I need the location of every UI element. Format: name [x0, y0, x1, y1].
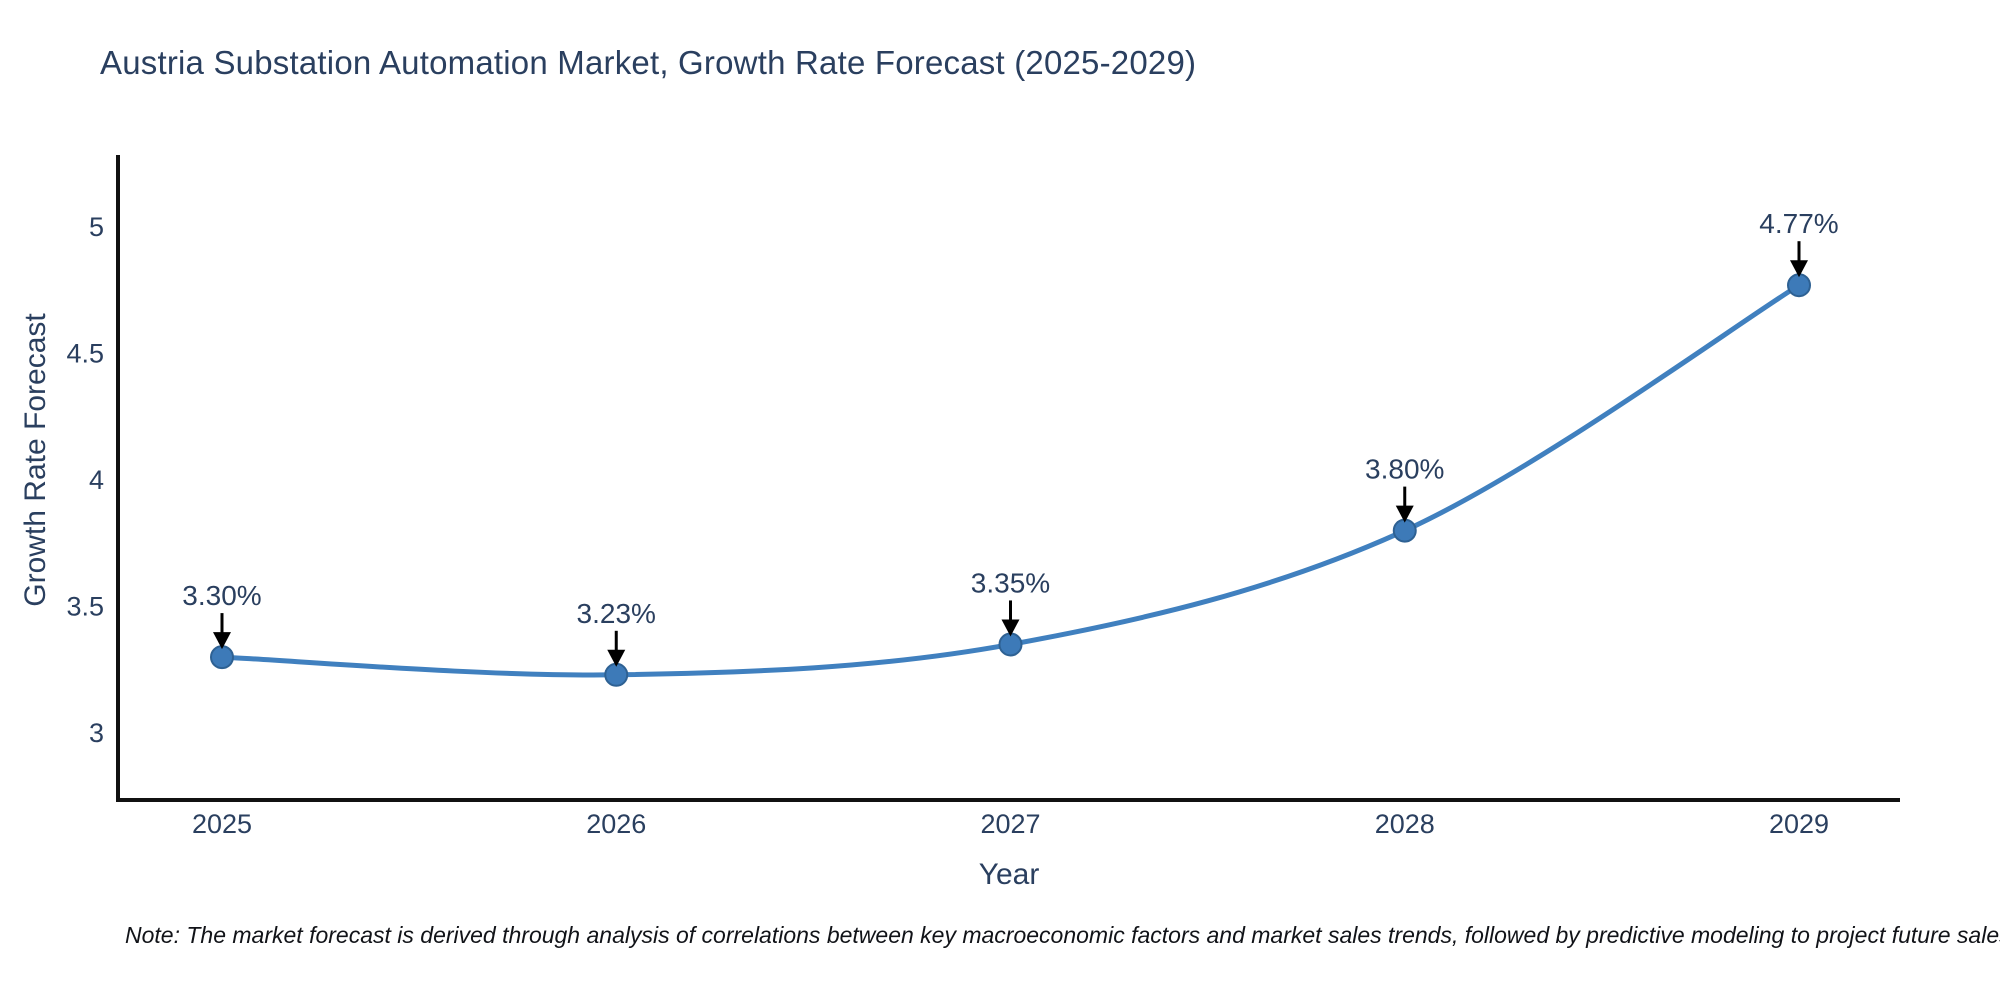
x-tick-label: 2025	[192, 809, 252, 839]
annotation-arrow-head	[1790, 260, 1808, 278]
footnote: Note: The market forecast is derived thr…	[125, 922, 2000, 948]
point-value-label: 4.77%	[1759, 208, 1838, 239]
data-point-marker	[604, 662, 629, 687]
point-value-label: 3.35%	[971, 567, 1050, 598]
y-axis-title: Growth Rate Forecast	[19, 313, 52, 607]
data-point-marker	[998, 632, 1023, 657]
chart-title: Austria Substation Automation Market, Gr…	[100, 44, 1197, 81]
point-value-label: 3.30%	[182, 580, 261, 611]
point-value-label: 3.23%	[577, 598, 656, 629]
x-tick-label: 2027	[980, 809, 1040, 839]
annotation-arrow-head	[1001, 619, 1020, 637]
y-tick-label: 4	[89, 465, 104, 495]
data-point-marker	[1392, 518, 1417, 543]
y-tick-label: 3	[89, 718, 104, 748]
x-axis-title: Year	[978, 858, 1040, 891]
y-tick-label: 4.5	[66, 339, 104, 369]
y-tick-label: 5	[89, 212, 104, 242]
x-tick-label: 2028	[1375, 809, 1435, 839]
annotation-arrow-head	[213, 632, 231, 650]
y-tick-label: 3.5	[66, 592, 104, 622]
x-tick-label: 2029	[1769, 809, 1829, 839]
data-point-marker	[1787, 273, 1811, 298]
annotation-arrow-head	[607, 649, 626, 667]
annotation-arrow-head	[1395, 505, 1414, 523]
x-tick-label: 2026	[586, 809, 646, 839]
point-value-label: 3.80%	[1365, 454, 1444, 485]
data-point-marker	[210, 645, 234, 670]
